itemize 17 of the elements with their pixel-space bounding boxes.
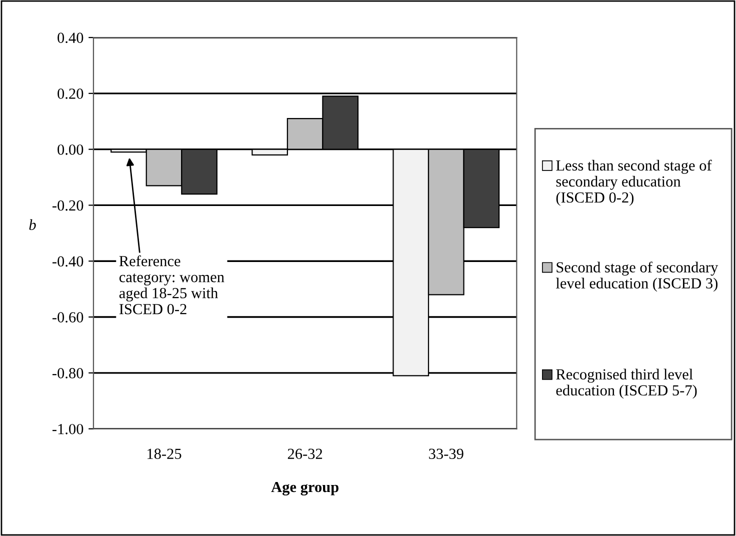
y-tick-label: 0.00 <box>58 144 84 155</box>
y-tick-label: -0.60 <box>52 312 84 323</box>
annotation: Reference category: women aged 18-25 with ISCED 0-2 <box>119 255 224 314</box>
x-tick-label: 18-25 <box>148 448 182 459</box>
x-axis-title: Age group <box>271 482 338 496</box>
y-tick-label: 0.40 <box>58 32 84 44</box>
y-tick-label: -0.80 <box>52 368 84 378</box>
y-tick-label: -0.20 <box>52 200 84 211</box>
y-axis-title: b <box>29 219 36 230</box>
y-tick-label: -1.00 <box>52 424 84 434</box>
y-tick-label: -0.40 <box>52 256 84 267</box>
x-tick-label: 26-32 <box>288 448 322 459</box>
y-tick-label: 0.20 <box>58 88 84 99</box>
legend-label: Second stage of secondary level education (ISCED 3) <box>556 262 718 292</box>
x-tick-label: 33-39 <box>429 448 464 459</box>
legend-label: Recognised third level education (ISCED 5-7) <box>556 368 697 399</box>
legend-label: Less than second stage of secondary education (ISCED 0-2) <box>556 160 712 206</box>
